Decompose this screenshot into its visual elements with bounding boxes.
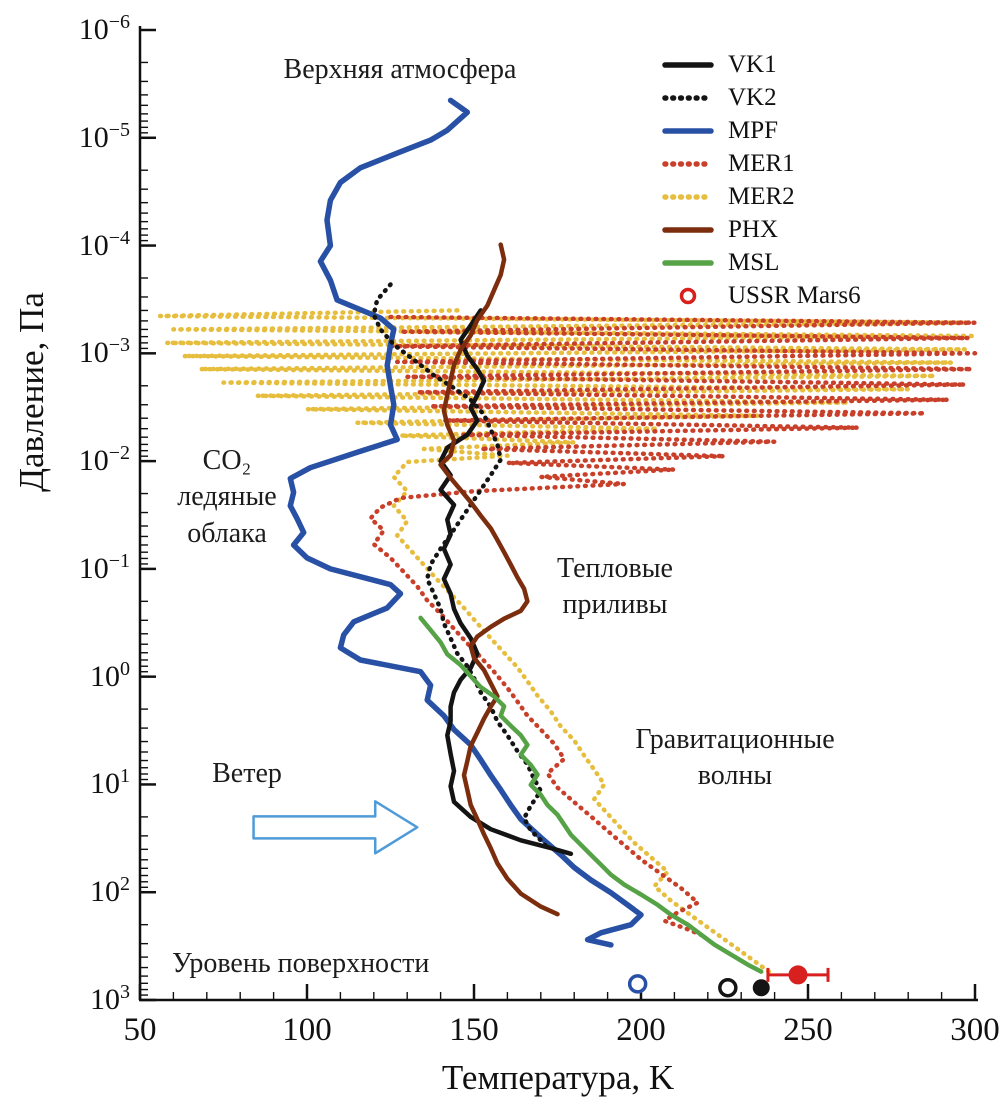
ring-icon [679, 287, 697, 304]
annotation-upper-atmosphere: Верхняя атмосфера [283, 54, 517, 85]
series-MPF [287, 97, 644, 948]
legend: VK1 VK2 MPF MER1 MER2 PHX MSL USSR Mars6 [662, 48, 861, 312]
legend-label: MER2 [728, 182, 795, 210]
x-axis-title: Температура, K [441, 1058, 675, 1097]
x-tick-label: 100 [282, 1012, 332, 1048]
series-MER2 [157, 308, 978, 976]
y-tick-label: 102 [90, 873, 130, 909]
legend-item-phx: PHX [662, 213, 861, 246]
x-tick-label: 250 [783, 1012, 833, 1048]
y-tick-label: 101 [90, 765, 130, 801]
legend-label: MSL [728, 248, 780, 276]
marker-VK-surface-filled [752, 979, 770, 997]
legend-item-mer1: MER1 [662, 147, 861, 180]
annotation-thermal-tides: Тепловые приливы [557, 553, 673, 621]
legend-line-sample [662, 61, 714, 68]
wind-arrow-icon [252, 800, 419, 855]
series-VK1 [438, 308, 574, 857]
legend-line-sample [662, 160, 714, 167]
legend-label: USSR Mars6 [728, 281, 861, 309]
annotation-gravity-waves: Гравитационные волны [635, 724, 835, 792]
y-tick-label: 10−6 [78, 11, 130, 46]
annotation-surface-level: Уровень поверхности [172, 948, 430, 979]
legend-line-sample [662, 193, 714, 200]
legend-item-mer2: MER2 [662, 180, 861, 213]
y-tick-label: 10−3 [78, 334, 130, 370]
x-tick-label: 50 [123, 1012, 157, 1048]
series-VK2 [371, 282, 550, 850]
y-tick-label: 10−4 [78, 226, 130, 262]
y-tick-label: 103 [90, 981, 130, 1016]
legend-label: VK2 [728, 83, 777, 111]
legend-label: VK1 [728, 50, 777, 78]
legend-label: PHX [728, 215, 779, 243]
x-tick-label: 200 [616, 1012, 666, 1048]
series-PHX [438, 242, 560, 917]
y-tick-label: 10−2 [78, 442, 130, 478]
legend-line-sample [662, 127, 714, 134]
x-tick-label: 150 [449, 1012, 499, 1048]
legend-item-msl: MSL [662, 246, 861, 279]
y-tick-label: 10−1 [78, 549, 130, 585]
legend-label: MER1 [728, 149, 795, 177]
y-tick-label: 100 [90, 657, 130, 693]
legend-marker-icon [679, 287, 697, 304]
legend-line-sample [662, 226, 714, 233]
y-tick-label: 10−5 [78, 118, 130, 154]
series-MER1 [368, 314, 978, 940]
legend-line-sample [662, 94, 714, 101]
legend-item-vk2: VK2 [662, 81, 861, 114]
legend-label: MPF [728, 116, 779, 144]
marker-VK-surface-open [718, 978, 738, 998]
marker-USSR-Mars6 [788, 965, 808, 985]
series-MSL [418, 615, 764, 974]
legend-line-sample [662, 259, 714, 266]
annotation-co2-ice-clouds: CO₂ ледяные облака [177, 445, 277, 549]
marker-MPF-surface [627, 974, 648, 994]
annotation-wind: Ветер [212, 758, 282, 789]
x-tick-label: 300 [950, 1012, 1000, 1048]
legend-item-ussr: USSR Mars6 [662, 279, 861, 312]
legend-item-mpf: MPF [662, 114, 861, 147]
legend-item-vk1: VK1 [662, 48, 861, 81]
